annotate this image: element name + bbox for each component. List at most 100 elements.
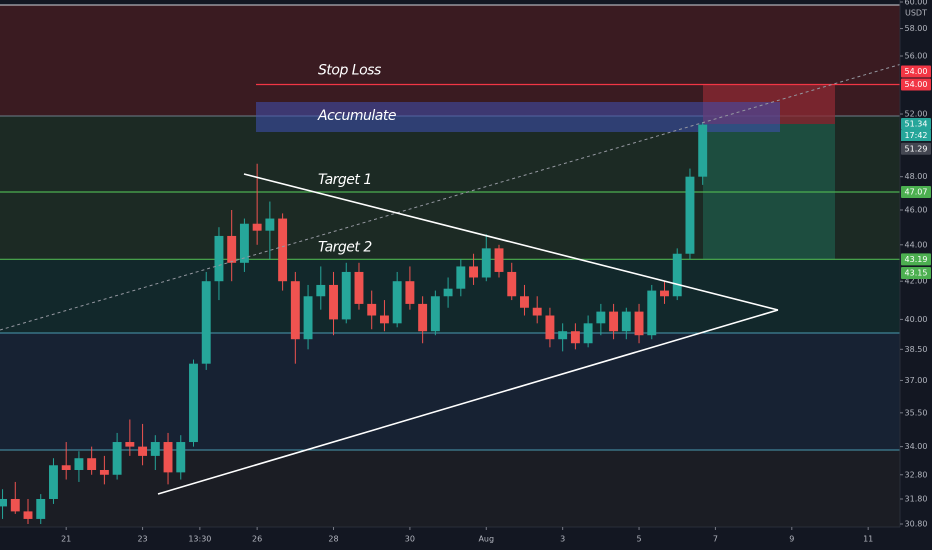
- x-tick-label: Aug: [478, 535, 494, 544]
- y-tick-label: 56.00: [905, 52, 928, 61]
- candle-body: [163, 442, 173, 473]
- level-name: Stop Loss: [318, 62, 381, 78]
- candle-body: [316, 284, 326, 297]
- candle-body: [609, 311, 619, 332]
- candle-body: [660, 290, 669, 297]
- price-label: 43.19: [905, 255, 928, 264]
- y-tick-label: 34.00: [905, 442, 928, 451]
- y-tick-label: 46.00: [905, 205, 928, 214]
- price-label: 47.07: [905, 187, 928, 196]
- candle-body: [469, 266, 479, 278]
- y-tick-label: 52.00: [905, 110, 928, 119]
- triangle-upper: [243, 173, 779, 311]
- candle-body: [443, 288, 453, 297]
- accumulate-box: [256, 102, 780, 132]
- candle-body: [520, 296, 529, 308]
- candle-body: [23, 511, 33, 519]
- y-tick-label: 35.50: [905, 408, 928, 417]
- candle-body: [36, 498, 46, 519]
- y-tick-label: 30.80: [905, 520, 928, 529]
- candle-body: [239, 223, 249, 263]
- candle-body: [252, 223, 262, 231]
- y-tick-label: 37.00: [905, 376, 928, 385]
- candle-body: [634, 311, 644, 336]
- candle-body: [532, 307, 542, 316]
- candle-body: [61, 465, 71, 470]
- x-tick-label: 3: [560, 535, 565, 544]
- candle-body: [418, 303, 428, 332]
- price-label: 43.15: [905, 269, 928, 278]
- candle-body: [647, 290, 657, 336]
- x-tick-label: 11: [863, 535, 873, 544]
- price-label-box: [901, 142, 931, 155]
- x-tick-label: 9: [789, 535, 794, 544]
- countdown-box: [901, 130, 931, 142]
- candle-body: [189, 363, 198, 443]
- price-label: 51.29: [905, 144, 928, 153]
- candle-body: [494, 248, 504, 272]
- candle-body: [10, 498, 20, 512]
- candle-body: [392, 281, 402, 324]
- candle-body: [570, 331, 580, 344]
- price-label-box: [901, 78, 931, 91]
- y-tick-label: 32.80: [905, 470, 928, 479]
- y-tick-label: 31.80: [905, 494, 928, 503]
- candle-body: [621, 311, 631, 332]
- y-tick-label: 42.00: [905, 277, 928, 286]
- price-label-box: [901, 253, 931, 266]
- candle-body: [545, 315, 555, 340]
- candle-body: [367, 303, 377, 316]
- zone-teal: [0, 260, 900, 333]
- candle-body: [278, 218, 288, 282]
- price-label: 54.00: [905, 67, 928, 76]
- y-tick-label: 38.50: [905, 345, 928, 354]
- x-tick-label: 30: [405, 535, 415, 544]
- triangle-lower: [157, 309, 779, 495]
- price-label-box: [901, 185, 931, 198]
- candle-body: [685, 176, 695, 254]
- candle-body: [87, 458, 97, 470]
- candle-body: [138, 446, 148, 456]
- candle-body: [596, 311, 606, 324]
- candle-body: [125, 442, 135, 447]
- candle-body: [379, 315, 389, 324]
- candle-body: [74, 458, 84, 470]
- zones: [0, 4, 900, 527]
- x-tick-label: 26: [252, 535, 262, 544]
- candle-body: [303, 296, 313, 340]
- candle-body: [112, 442, 122, 475]
- candle-body: [672, 253, 682, 297]
- zone-gray: [0, 450, 900, 527]
- candle-body: [354, 271, 364, 304]
- x-tick-label: 28: [328, 535, 338, 544]
- unit-label: USDT: [905, 9, 927, 18]
- countdown: 17:42: [904, 131, 927, 140]
- levels: [0, 83, 900, 260]
- price-label: 51.34: [905, 120, 928, 129]
- candle-body: [507, 271, 517, 297]
- x-tick-label: 13:30: [188, 535, 211, 544]
- annotation: Accumulate: [317, 108, 396, 124]
- candle-body: [341, 271, 351, 320]
- level-name: Target 2: [318, 239, 372, 255]
- price-label-box: [901, 65, 931, 78]
- candle-body: [430, 296, 440, 332]
- zone-blue: [0, 333, 900, 450]
- drawings: [0, 54, 932, 495]
- candle-body: [405, 281, 415, 304]
- candle-body: [290, 281, 300, 340]
- candle-body: [558, 331, 568, 340]
- price-label: 54.00: [905, 80, 928, 89]
- candle-body: [329, 284, 338, 320]
- candles: [0, 123, 708, 524]
- y-tick-label: 58.00: [905, 24, 928, 33]
- x-tick-label: 5: [636, 535, 641, 544]
- y-tick-label: 60.00: [905, 0, 928, 7]
- time-axis: [0, 527, 900, 550]
- candle-body: [49, 465, 58, 499]
- y-tick-label: 44.00: [905, 240, 928, 249]
- candle-body: [265, 218, 275, 231]
- candle-body: [150, 442, 160, 456]
- candle-body: [201, 281, 211, 364]
